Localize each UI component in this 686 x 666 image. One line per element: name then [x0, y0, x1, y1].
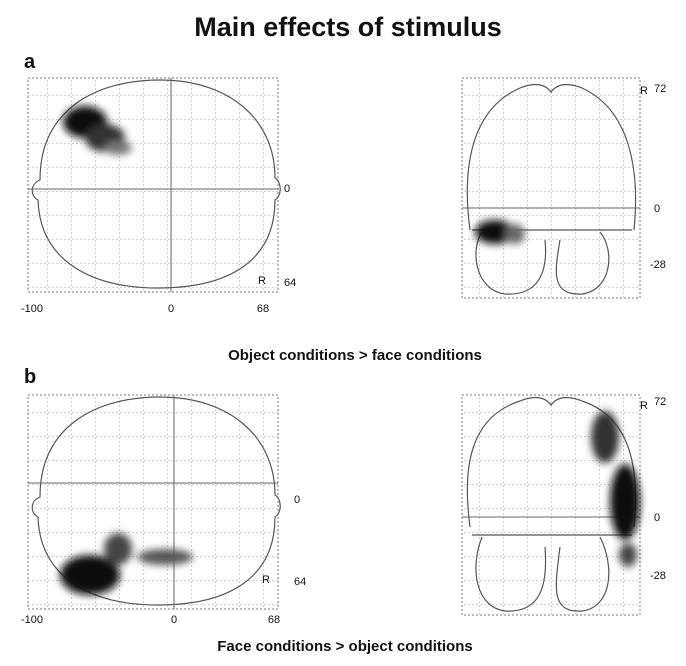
activation: [63, 106, 132, 155]
x-label: 68: [257, 303, 269, 315]
panel-label: b: [24, 366, 36, 388]
caption: Face conditions > object conditions: [217, 638, 472, 655]
x-label: 68: [268, 614, 280, 626]
panel-label: a: [24, 51, 36, 73]
axial-outline: [31, 396, 281, 606]
y-label: 0: [654, 203, 660, 215]
activation: [60, 533, 193, 595]
y-label: 64: [294, 576, 306, 588]
y-label: 0: [654, 512, 660, 524]
activation: [475, 220, 525, 244]
x-label: -100: [21, 303, 43, 315]
activation: [591, 411, 640, 567]
y-label: 0: [294, 494, 300, 506]
coronal-grid: [461, 77, 641, 299]
coronal-outline: [466, 83, 637, 231]
panel-a: a R 0 64 -100 0 68 R 72 0 -28 Object con…: [21, 51, 666, 364]
orientation-label: R: [640, 85, 648, 97]
panel-b: b R 0 64 -100 0 68 R 72 0 -28 Face condi…: [21, 366, 666, 655]
x-label: 0: [171, 614, 177, 626]
figure-title: Main effects of stimulus: [194, 12, 502, 42]
y-label: -28: [650, 259, 666, 271]
y-label: -28: [650, 570, 666, 582]
coronal-outline: [472, 534, 632, 612]
orientation-label: R: [258, 275, 266, 287]
y-label: 72: [654, 396, 666, 408]
coronal-outline: [466, 396, 637, 528]
y-label: 64: [284, 277, 296, 289]
axial-outline: [31, 79, 281, 289]
y-label: 72: [654, 83, 666, 95]
y-label: 0: [284, 183, 290, 195]
orientation-label: R: [640, 400, 648, 412]
orientation-label: R: [262, 574, 270, 586]
x-label: 0: [168, 303, 174, 315]
caption: Object conditions > face conditions: [228, 347, 482, 364]
x-label: -100: [21, 614, 43, 626]
